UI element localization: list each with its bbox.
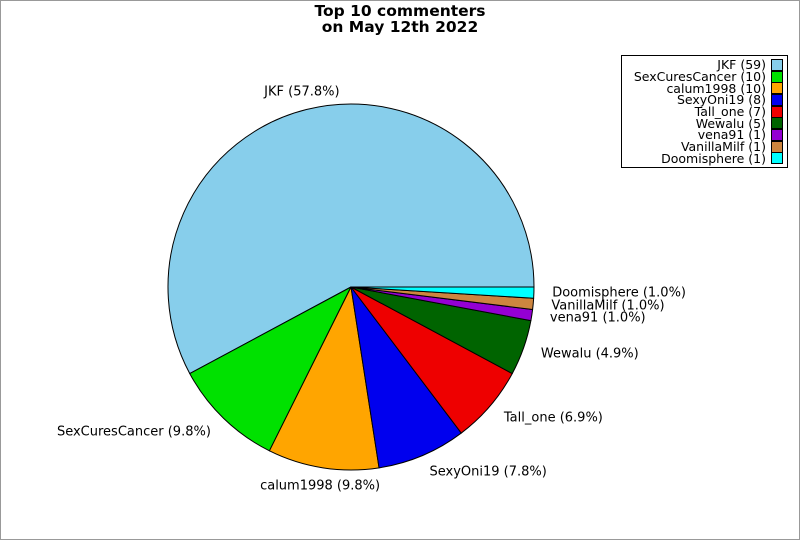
pie-slice-SexCuresCancer <box>189 286 352 452</box>
chart-title-line2: on May 12th 2022 <box>321 17 479 36</box>
legend-item-SexCuresCancer: SexCuresCancer (10) <box>626 69 783 85</box>
pie-slice-JKF <box>167 103 535 375</box>
pie-slice-label-SexyOni19: SexyOni19 (7.8%) <box>429 464 547 480</box>
legend-item-calum1998: calum1998 (10) <box>626 80 783 96</box>
pie-slice-Doomisphere <box>350 286 535 299</box>
legend-label: VanillaMilf (1) <box>680 139 766 155</box>
legend-label: vena91 (1) <box>697 127 766 143</box>
legend-swatch <box>771 152 783 165</box>
pie-slice-label-Wewalu: Wewalu (4.9%) <box>540 346 639 362</box>
pie-slice-label-VanillaMilf: VanillaMilf (1.0%) <box>551 298 665 314</box>
legend-label: JKF (59) <box>717 57 766 73</box>
legend-label: calum1998 (10) <box>666 80 766 96</box>
pie-slice-label-calum1998: calum1998 (9.8%) <box>260 478 381 494</box>
legend-label: SexCuresCancer (10) <box>633 69 766 85</box>
legend-swatch <box>771 70 783 83</box>
legend-label: SexyOni19 (8) <box>676 92 766 108</box>
legend: JKF (59) SexCuresCancer (10) calum1998 (10… <box>621 55 788 169</box>
pie-slice-label-JKF: JKF (57.8%) <box>264 84 340 100</box>
chart-title-line1: Top 10 commenters <box>314 2 486 20</box>
pie-slice-label-SexCuresCancer: SexCuresCancer (9.8%) <box>56 424 211 439</box>
pie-slice-calum1998 <box>268 286 380 471</box>
chart-title: Top 10 commenters on May 12th 2022 <box>1 2 799 36</box>
legend-item-Tall_one: Tall_one (7) <box>626 104 783 120</box>
pie-slice-label-Doomisphere: Doomisphere (1.0%) <box>552 285 687 301</box>
legend-swatch <box>771 93 783 106</box>
legend-item-JKF: JKF (59) <box>626 57 783 73</box>
legend-swatch <box>771 128 783 141</box>
legend-label: Wewalu (5) <box>695 115 766 131</box>
legend-swatch <box>771 58 783 71</box>
legend-item-SexyOni19: SexyOni19 (8) <box>626 92 783 108</box>
legend-item-vena91: vena91 (1) <box>626 127 783 143</box>
legend-item-Doomisphere: Doomisphere (1) <box>626 150 783 166</box>
legend-item-Wewalu: Wewalu (5) <box>626 115 783 131</box>
pie-slice-label-vena91: vena91 (1.0%) <box>549 310 646 326</box>
pie-slice-label-Tall_one: Tall_one (6.9%) <box>503 410 603 426</box>
legend-label: Tall_one (7) <box>694 104 766 120</box>
legend-label: Doomisphere (1) <box>661 150 766 166</box>
legend-swatch <box>771 105 783 118</box>
legend-swatch <box>771 117 783 130</box>
legend-swatch <box>771 140 783 153</box>
legend-swatch <box>771 82 783 95</box>
legend-item-VanillaMilf: VanillaMilf (1) <box>626 139 783 155</box>
